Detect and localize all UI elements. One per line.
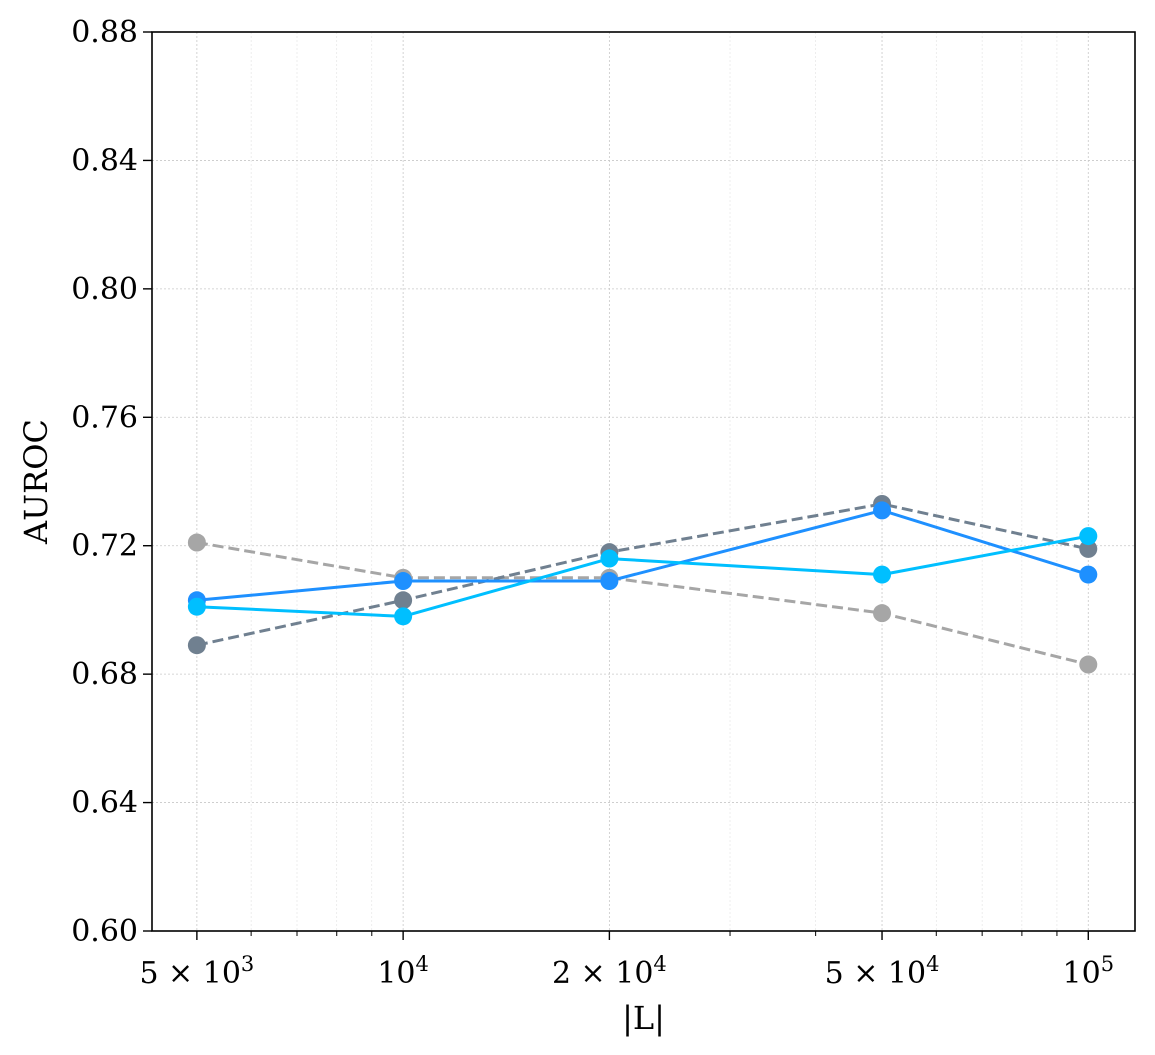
x-tick-label: 5 × 104 xyxy=(825,952,940,991)
series-slate-dashed xyxy=(187,494,1098,655)
y-tick-label: 0.80 xyxy=(71,272,138,307)
series-deep-sky-blue-point xyxy=(1079,527,1098,546)
series-dodger-blue-point xyxy=(600,572,619,591)
series-deep-sky-blue-line xyxy=(196,534,1089,618)
series-slate-dashed-point xyxy=(394,591,413,610)
series-dodger-blue xyxy=(187,501,1098,610)
series-light-gray-dashed xyxy=(187,533,1098,674)
series-layer xyxy=(187,494,1098,674)
plot-frame xyxy=(151,31,1136,932)
ticks: 5 × 103 104 2 × 104 5 × 104 105 0.60 0.64 0.68 0… xyxy=(71,15,1114,991)
series-dodger-blue-point xyxy=(1079,565,1098,584)
series-light-gray-dashed-point xyxy=(187,533,206,552)
series-slate-dashed-line xyxy=(196,502,1089,647)
series-deep-sky-blue-point xyxy=(873,565,892,584)
y-axis-title: AUROC xyxy=(17,419,55,545)
x-tick-label: 5 × 103 xyxy=(139,952,254,991)
y-tick-label: 0.60 xyxy=(71,914,138,949)
series-light-gray-dashed-point xyxy=(1079,655,1098,674)
series-dodger-blue-point xyxy=(873,501,892,520)
series-slate-dashed-point xyxy=(1079,539,1098,558)
y-tick-label: 0.76 xyxy=(71,400,138,435)
series-deep-sky-blue xyxy=(187,527,1098,626)
series-light-gray-dashed-point xyxy=(873,604,892,623)
x-tick-label: 105 xyxy=(1063,952,1115,991)
y-tick-label: 0.88 xyxy=(71,15,138,50)
y-tick-label: 0.84 xyxy=(71,143,138,178)
y-tick-label: 0.72 xyxy=(71,529,138,564)
series-dodger-blue-point xyxy=(394,572,413,591)
x-tick-label: 104 xyxy=(377,952,429,991)
series-deep-sky-blue-point xyxy=(187,597,206,616)
series-slate-dashed-point xyxy=(187,636,206,655)
series-deep-sky-blue-point xyxy=(600,549,619,568)
x-axis-title: |L| xyxy=(622,999,665,1037)
series-dodger-blue-line xyxy=(196,508,1089,602)
series-light-gray-dashed-line xyxy=(196,541,1089,666)
y-tick-label: 0.68 xyxy=(71,657,138,692)
x-tick-label: 2 × 104 xyxy=(552,952,667,991)
series-deep-sky-blue-point xyxy=(394,607,413,626)
grid xyxy=(152,31,1135,932)
y-tick-label: 0.64 xyxy=(71,786,138,821)
